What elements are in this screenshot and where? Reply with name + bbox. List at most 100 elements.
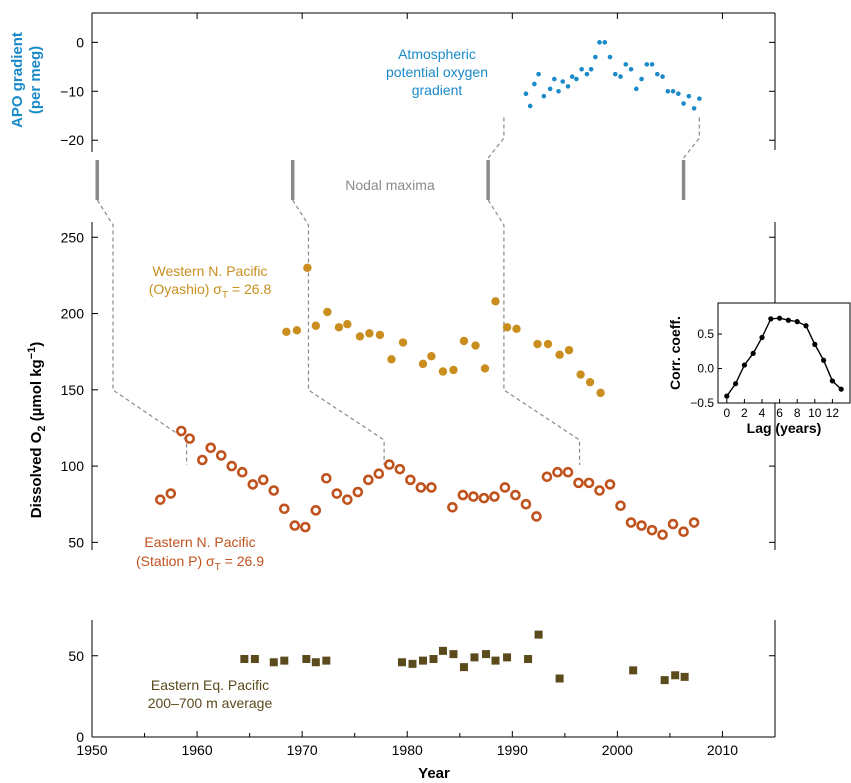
x-tick-label: 1960 xyxy=(181,742,212,758)
eastern-point xyxy=(165,488,177,499)
eastern-point xyxy=(594,485,605,496)
eastern-point xyxy=(363,474,374,486)
nodal-maxima: Nodal maxima xyxy=(95,115,700,465)
o2-ylabel: Dissolved O2 (µmol kg−1) xyxy=(26,342,48,519)
eastern-point xyxy=(499,482,511,493)
inset-point xyxy=(812,341,818,347)
western-point xyxy=(398,338,408,347)
eastern-point xyxy=(289,520,301,531)
apo-point xyxy=(623,62,629,67)
inset-point xyxy=(750,350,756,356)
western-point xyxy=(576,370,585,379)
eastern-point xyxy=(415,482,427,493)
eastern-point xyxy=(489,491,500,502)
eastern-point xyxy=(373,468,385,480)
eastern-point xyxy=(583,477,595,489)
eastern-point xyxy=(615,500,626,512)
apo-annotation-line1: Atmospheric xyxy=(398,46,476,62)
apo-ytick-label: 0 xyxy=(76,34,84,50)
inset-point xyxy=(733,381,739,387)
western-label-line1: Western N. Pacific xyxy=(153,263,268,279)
apo-point xyxy=(569,74,575,79)
eq-point xyxy=(311,658,320,667)
eq-point xyxy=(322,656,331,665)
eq-ytick-label: 0 xyxy=(76,729,84,745)
western-point xyxy=(303,263,312,272)
apo-point xyxy=(628,66,634,72)
eastern-point xyxy=(657,529,668,541)
inset-point xyxy=(838,386,844,392)
eastern-point xyxy=(667,518,679,530)
nodal-connector xyxy=(487,199,581,465)
apo-point xyxy=(607,54,613,60)
eastern-point xyxy=(247,479,259,490)
eastern-label-line2: (Station P) σT = 26.9 xyxy=(136,553,264,573)
eastern-point xyxy=(278,503,290,515)
eq-point xyxy=(429,655,438,663)
eq-point xyxy=(459,663,468,672)
inset-xtick-label: 12 xyxy=(826,406,840,420)
eastern-point xyxy=(310,505,322,516)
western-point xyxy=(471,341,480,350)
western-point xyxy=(311,321,321,330)
eastern-point xyxy=(541,471,553,483)
eastern-point xyxy=(562,466,574,478)
eastern-point xyxy=(468,491,479,502)
eastern-point xyxy=(197,454,208,466)
eastern-point xyxy=(342,494,353,505)
eq-point xyxy=(629,666,638,675)
eastern-point xyxy=(384,459,395,470)
apo-point xyxy=(644,62,650,67)
eastern-point xyxy=(321,472,332,484)
apo-point xyxy=(588,66,594,72)
eastern-point xyxy=(215,450,227,461)
eq-point xyxy=(482,650,491,659)
western-point xyxy=(343,320,352,329)
western-point xyxy=(355,332,365,341)
western-point xyxy=(323,307,332,317)
apo-point xyxy=(649,62,655,67)
inset-point xyxy=(829,378,836,384)
nodal-maxima-label: Nodal maxima xyxy=(345,177,435,193)
inset-point xyxy=(794,319,800,325)
eastern-point xyxy=(478,492,490,504)
eastern-point xyxy=(331,488,343,499)
western-point xyxy=(543,339,553,349)
western-point xyxy=(564,345,574,355)
inset-ytick-label: 0.0 xyxy=(697,362,714,376)
western-point xyxy=(480,364,490,373)
inset-xtick-label: 0 xyxy=(723,406,730,420)
western-point xyxy=(502,323,512,332)
eastern-point xyxy=(604,479,616,490)
apo-point xyxy=(686,93,692,99)
western-point xyxy=(365,329,374,338)
o2-ytick-label: 50 xyxy=(68,534,84,550)
eastern-label-line1: Eastern N. Pacific xyxy=(144,534,255,550)
inset-point xyxy=(821,357,827,363)
eastern-point xyxy=(457,489,469,501)
apo-point xyxy=(670,88,676,94)
western-point xyxy=(596,388,605,398)
eq-point xyxy=(408,659,417,668)
eastern-point xyxy=(520,498,532,510)
western-point xyxy=(427,352,436,361)
apo-point xyxy=(579,66,584,72)
eq-point xyxy=(680,672,689,681)
inset-xtick-label: 6 xyxy=(776,406,783,420)
inset-xlabel: Lag (years) xyxy=(747,420,822,436)
western-point xyxy=(555,350,564,359)
x-tick-label: 2000 xyxy=(602,742,633,758)
eq-point xyxy=(397,658,406,667)
apo-point xyxy=(697,96,702,101)
eastern-point xyxy=(226,460,238,472)
apo-point xyxy=(597,40,602,45)
apo-point xyxy=(536,71,541,77)
western-point xyxy=(375,330,385,340)
apo-point xyxy=(547,86,553,92)
inset-point xyxy=(759,334,765,341)
western-point xyxy=(459,336,469,346)
inset-point xyxy=(768,316,774,322)
western-point xyxy=(387,355,396,364)
apo-point xyxy=(655,71,660,77)
